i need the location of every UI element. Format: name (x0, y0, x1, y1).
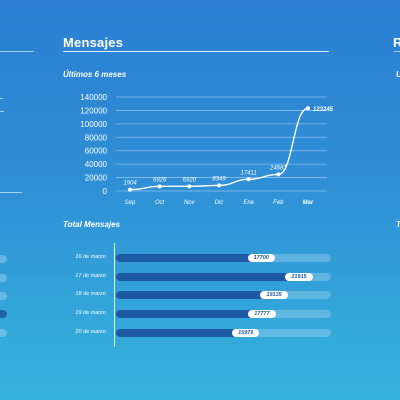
data-point (187, 184, 192, 189)
line-chart-subtitle: Últimos 6 meses (63, 70, 127, 79)
bar-row: 18 de marzo 19135 (0, 288, 400, 302)
bar-category-label: 16 de marzo (75, 254, 106, 260)
left-panel-rule (0, 51, 34, 52)
data-point (128, 187, 132, 192)
y-tick-label: 0 (103, 187, 108, 196)
bar-row: 20 de marzo 15976 (0, 326, 400, 340)
right-panel-rule (394, 51, 400, 52)
left-panel-divider (0, 98, 3, 99)
data-label: 123245 (313, 107, 334, 113)
y-tick-label: 40000 (85, 160, 108, 169)
bar-row: 17 de marzo 21915 (0, 270, 400, 284)
x-tick-label: Oct (155, 200, 165, 206)
y-tick-label: 20000 (85, 174, 108, 183)
data-label: 6920 (183, 177, 197, 183)
data-label: 1904 (123, 181, 137, 187)
right-panel-title: R (393, 35, 400, 50)
right-panel-subtitle: U (396, 70, 400, 79)
left-panel-bar (0, 329, 7, 337)
left-panel-bar (0, 310, 7, 318)
bar-category-label: 19 de marzo (75, 310, 106, 316)
left-panel-bar (0, 255, 7, 263)
bar (116, 310, 276, 318)
bar-chart-axis (114, 243, 115, 347)
bar (116, 291, 288, 299)
data-label: 24681 (269, 165, 287, 171)
y-tick-label: 80000 (85, 133, 108, 142)
bar-row: 16 de marzo 17700 (0, 251, 400, 265)
line-chart: 140000 120000 100000 80000 60000 40000 20000 0 S… (80, 93, 334, 206)
y-tick-label: 140000 (80, 93, 107, 102)
x-tick-label: Feb (273, 200, 284, 206)
bar-value-label: 19135 (260, 291, 288, 299)
data-point (157, 184, 162, 189)
data-point (276, 172, 281, 177)
bar-category-label: 18 de marzo (75, 291, 106, 297)
bar-category-label: 17 de marzo (75, 273, 106, 279)
bar-value-label: 15976 (232, 329, 260, 337)
left-panel-bar (0, 274, 7, 282)
x-tick-label: Mar (303, 200, 314, 206)
bar (116, 254, 275, 262)
data-label: 17411 (241, 170, 257, 176)
left-panel-divider (0, 111, 4, 112)
right-panel-bars-subtitle: T (396, 220, 400, 229)
panel-title-rule (63, 51, 329, 52)
x-tick-label: Nov (184, 200, 196, 206)
bar-chart-subtitle: Total Mensajes (63, 220, 121, 229)
y-tick-label: 120000 (80, 106, 107, 115)
bar-category-label: 20 de marzo (75, 329, 106, 335)
bar-value-label: 17777 (248, 310, 276, 318)
bar (116, 329, 260, 337)
bar (116, 273, 313, 281)
left-panel-bar (0, 292, 7, 300)
left-panel-divider (0, 192, 22, 193)
data-label: 8349 (212, 176, 226, 182)
data-point (217, 183, 221, 188)
bar-value-label: 17700 (247, 254, 275, 262)
x-tick-label: Dic (215, 200, 224, 206)
x-tick-label: Ene (243, 200, 254, 206)
data-point (246, 177, 251, 182)
panel-title: Mensajes (63, 35, 124, 50)
x-tick-label: Sep (125, 200, 136, 206)
data-point (306, 106, 310, 111)
data-label: 6926 (153, 177, 167, 183)
y-tick-label: 100000 (80, 120, 107, 129)
bar-row: 19 de marzo 17777 (0, 307, 400, 321)
y-tick-label: 60000 (85, 147, 108, 156)
bar-value-label: 21915 (285, 273, 313, 281)
